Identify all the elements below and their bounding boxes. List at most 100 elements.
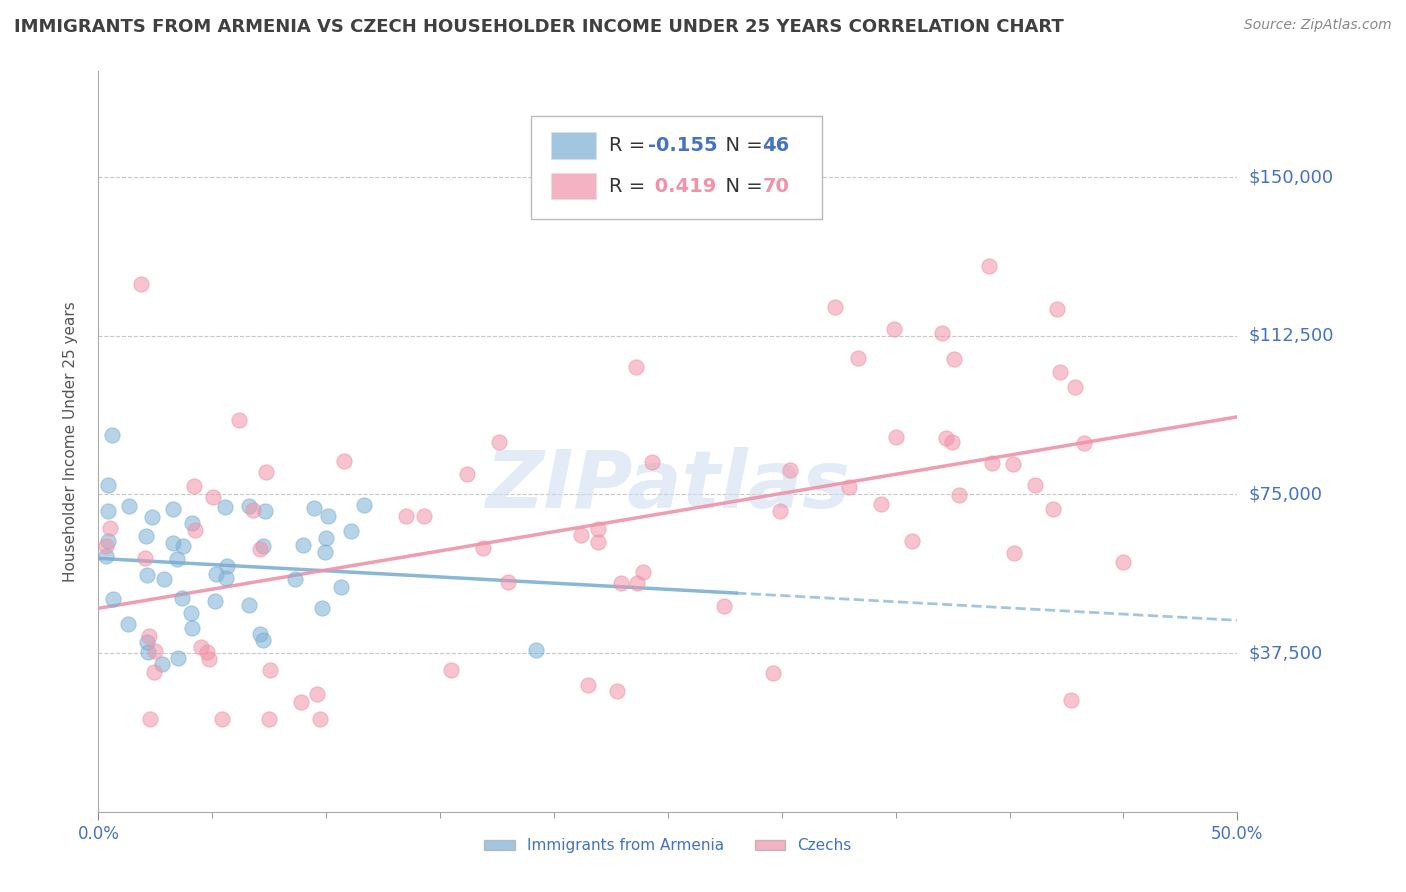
Point xyxy=(1024,478,1046,492)
Point xyxy=(97,504,120,518)
Point xyxy=(340,524,363,538)
Point xyxy=(180,607,202,621)
Point xyxy=(98,521,121,535)
Point xyxy=(292,538,315,552)
Text: N =: N = xyxy=(713,136,769,155)
Point xyxy=(524,643,547,657)
Point xyxy=(97,533,120,548)
Point xyxy=(172,540,194,554)
Point xyxy=(943,351,966,366)
Point xyxy=(190,640,212,655)
Point xyxy=(315,531,337,545)
Text: -0.155: -0.155 xyxy=(648,136,718,155)
Point xyxy=(884,430,907,444)
FancyBboxPatch shape xyxy=(531,116,821,219)
Point xyxy=(631,565,654,579)
Point xyxy=(979,260,1001,274)
Point xyxy=(215,558,238,573)
Point xyxy=(713,599,735,614)
Point xyxy=(333,454,356,468)
Point xyxy=(1073,436,1095,450)
Point xyxy=(153,572,176,586)
Point xyxy=(118,500,141,514)
Point xyxy=(180,516,202,530)
Point xyxy=(824,300,846,314)
Text: $37,500: $37,500 xyxy=(1249,644,1323,662)
Point xyxy=(184,523,207,537)
Point xyxy=(135,529,157,543)
Text: ZIPatlas: ZIPatlas xyxy=(485,447,851,525)
Text: 46: 46 xyxy=(762,136,790,155)
Point xyxy=(941,434,963,449)
Point xyxy=(284,572,307,586)
Text: IMMIGRANTS FROM ARMENIA VS CZECH HOUSEHOLDER INCOME UNDER 25 YEARS CORRELATION C: IMMIGRANTS FROM ARMENIA VS CZECH HOUSEHO… xyxy=(14,18,1064,36)
Point xyxy=(311,601,333,615)
Point xyxy=(456,467,478,481)
Point xyxy=(413,508,436,523)
Text: $75,000: $75,000 xyxy=(1249,485,1323,503)
Point xyxy=(838,479,860,493)
Point xyxy=(205,566,228,581)
Point xyxy=(1042,501,1064,516)
Text: $150,000: $150,000 xyxy=(1249,168,1333,186)
Point xyxy=(576,678,599,692)
Point xyxy=(440,663,463,677)
Y-axis label: Householder Income Under 25 years: Householder Income Under 25 years xyxy=(63,301,77,582)
Point xyxy=(254,465,277,479)
Point xyxy=(252,633,274,648)
Point xyxy=(1059,692,1081,706)
Point xyxy=(202,491,225,505)
Point xyxy=(138,629,160,643)
Point xyxy=(96,549,118,564)
Point xyxy=(142,665,165,679)
Point xyxy=(254,504,277,518)
Point xyxy=(626,360,648,375)
Point xyxy=(948,487,970,501)
Point xyxy=(762,666,785,681)
Point xyxy=(981,456,1004,470)
Point xyxy=(290,695,312,709)
Point xyxy=(143,643,166,657)
Point xyxy=(498,574,520,589)
Point xyxy=(166,650,188,665)
Point xyxy=(606,683,628,698)
Point xyxy=(1049,365,1071,379)
Point xyxy=(931,326,953,340)
FancyBboxPatch shape xyxy=(551,173,596,200)
Point xyxy=(211,712,233,726)
Point xyxy=(304,501,326,516)
Point xyxy=(252,539,274,553)
Point xyxy=(900,534,922,549)
Point xyxy=(136,645,159,659)
Text: R =: R = xyxy=(609,177,651,195)
Point xyxy=(162,502,184,516)
Point xyxy=(883,321,905,335)
Point xyxy=(238,499,260,513)
Point xyxy=(626,576,648,591)
Point xyxy=(101,428,124,442)
Point xyxy=(488,435,510,450)
Point xyxy=(472,541,495,555)
Point xyxy=(136,635,159,649)
Point xyxy=(183,479,205,493)
Point xyxy=(150,657,173,671)
Point xyxy=(198,652,221,666)
Point xyxy=(170,591,193,606)
Point xyxy=(195,645,218,659)
Text: N =: N = xyxy=(713,177,769,195)
Point xyxy=(870,497,893,511)
Text: $112,500: $112,500 xyxy=(1249,326,1334,345)
Point xyxy=(238,598,260,612)
Point xyxy=(353,499,375,513)
Point xyxy=(935,431,957,445)
Point xyxy=(316,509,339,524)
Point xyxy=(314,545,336,559)
Text: R =: R = xyxy=(609,136,651,155)
Point xyxy=(569,528,592,542)
Text: 70: 70 xyxy=(762,177,789,195)
Point xyxy=(129,277,152,291)
Point xyxy=(136,568,159,582)
Point xyxy=(134,550,156,565)
Point xyxy=(181,621,204,635)
Point xyxy=(138,712,160,726)
